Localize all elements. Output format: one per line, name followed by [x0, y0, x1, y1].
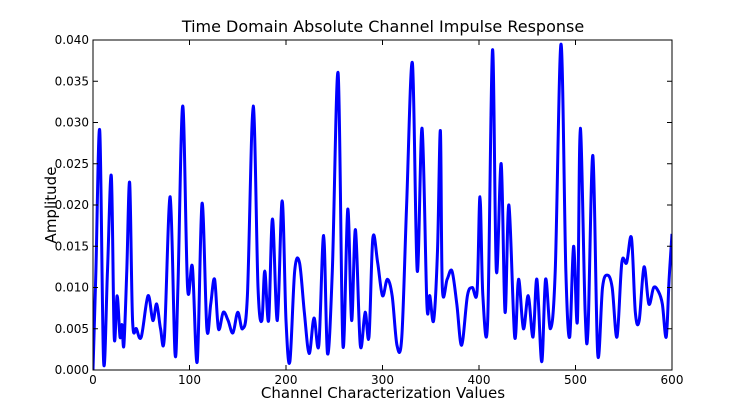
x-tick-label: 300 — [371, 373, 394, 387]
x-tick-label: 200 — [275, 373, 298, 387]
y-tick-label: 0.000 — [55, 363, 89, 377]
y-tick-label: 0.015 — [55, 239, 89, 253]
y-axis-label: Amplitude — [42, 167, 60, 244]
y-tick-label: 0.035 — [55, 74, 89, 88]
y-tick-label: 0.025 — [55, 157, 89, 171]
x-tick-label: 100 — [178, 373, 201, 387]
x-tick-label: 500 — [564, 373, 587, 387]
y-tick-label: 0.020 — [55, 198, 89, 212]
x-axis-label: Channel Characterization Values — [261, 384, 505, 402]
chart-title: Time Domain Absolute Channel Impulse Res… — [181, 17, 584, 36]
x-tick-label: 600 — [661, 373, 684, 387]
y-tick-label: 0.005 — [55, 322, 89, 336]
y-tick-label: 0.010 — [55, 281, 89, 295]
y-tick-label: 0.040 — [55, 33, 89, 47]
y-tick-label: 0.030 — [55, 116, 89, 130]
data-line — [93, 42, 672, 370]
x-tick-label: 400 — [468, 373, 491, 387]
x-tick-label: 0 — [89, 373, 97, 387]
